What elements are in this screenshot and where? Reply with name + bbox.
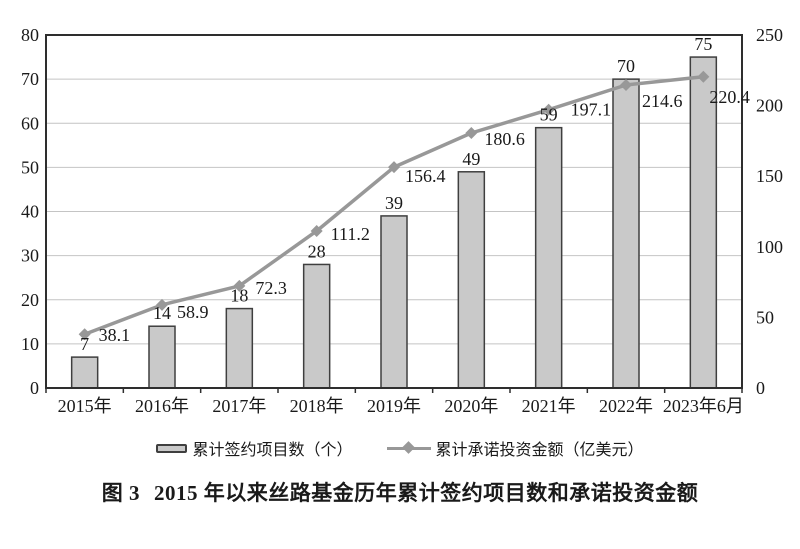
line-value-label: 214.6 — [642, 91, 683, 111]
bar — [457, 171, 486, 389]
x-axis-category-label: 2016年 — [135, 396, 189, 416]
left-axis-tick-label: 50 — [21, 157, 39, 177]
bar — [70, 356, 99, 389]
line-value-label: 156.4 — [405, 166, 446, 186]
bar-value-label: 18 — [230, 286, 248, 306]
x-axis-category-label: 2017年 — [212, 396, 266, 416]
combo-chart: 7 14 18 28 39 49 59 70 75 38.1 58.9 72.3 111.2 156.4 1… — [21, 25, 783, 416]
x-axis-category-label: 2018年 — [290, 396, 344, 416]
left-axis-tick-label: 10 — [21, 334, 39, 354]
diamond-marker-icon — [388, 161, 400, 174]
x-axis-category-label: 2021年 — [522, 396, 576, 416]
legend-item-bar-series: 累计签约项目数（个） — [156, 436, 353, 460]
line-value-label: 72.3 — [255, 278, 286, 298]
right-axis-tick-label: 100 — [756, 237, 783, 257]
bar — [148, 325, 176, 389]
bar-value-label: 28 — [308, 241, 326, 261]
legend-bar-label: 累计签约项目数（个） — [192, 442, 353, 459]
left-axis-tick-label: 60 — [21, 113, 39, 133]
diamond-marker-icon — [310, 224, 323, 237]
diamond-marker-icon — [542, 103, 555, 116]
x-axis-category-label: 2022年 — [599, 396, 653, 416]
diamond-marker-icon — [401, 440, 415, 454]
right-axis-tick-label: 0 — [756, 378, 765, 398]
line-value-label: 197.1 — [571, 100, 612, 120]
bar-value-label: 7 — [80, 334, 89, 354]
left-axis-tick-label: 0 — [30, 378, 39, 398]
line-value-label: 180.6 — [484, 129, 525, 149]
bar-value-label: 14 — [153, 303, 171, 323]
line-value-label: 111.2 — [331, 224, 370, 244]
bar — [380, 215, 408, 389]
legend: 累计签约项目数（个） 累计承诺投资金额（亿美元） — [0, 436, 800, 460]
bar — [534, 126, 563, 389]
diamond-marker-icon — [620, 78, 632, 91]
line-value-label: 220.4 — [709, 87, 750, 107]
line-value-label: 58.9 — [177, 302, 209, 322]
bar — [612, 78, 640, 389]
left-axis-tick-label: 70 — [21, 69, 39, 89]
legend-line-label: 累计承诺投资金额（亿美元） — [435, 442, 644, 459]
diamond-marker-icon — [156, 298, 168, 311]
left-axis-tick-label: 30 — [21, 246, 39, 266]
line-series-swatch-icon — [386, 440, 431, 454]
right-axis-tick-label: 250 — [756, 25, 783, 45]
bar-series-swatch-icon — [156, 443, 188, 453]
bar-value-label: 59 — [540, 105, 558, 125]
figure-title: 2015 年以来丝路基金历年累计签约项目数和承诺投资金额 — [154, 481, 699, 505]
diamond-marker-icon — [697, 70, 710, 83]
bar-value-label: 70 — [617, 56, 635, 76]
right-axis-tick-label: 150 — [756, 166, 783, 186]
bar-value-label: 39 — [385, 193, 403, 213]
bar — [225, 307, 254, 389]
plot-border — [45, 34, 743, 389]
x-axis-category-label: 2019年 — [367, 396, 421, 416]
right-axis-tick-label: 200 — [756, 96, 783, 116]
right-axis-tick-label: 50 — [756, 307, 774, 327]
figure-number: 图 3 — [101, 481, 140, 505]
line-value-label: 38.1 — [99, 325, 130, 345]
x-axis-category-label: 2023年6月 — [663, 396, 744, 416]
diamond-marker-icon — [465, 126, 478, 139]
bar-value-label: 75 — [694, 34, 712, 54]
figure-caption: 图 3 2015 年以来丝路基金历年累计签约项目数和承诺投资金额 — [0, 477, 800, 507]
diamond-marker-icon — [78, 328, 91, 341]
legend-item-line-series: 累计承诺投资金额（亿美元） — [386, 436, 644, 460]
left-axis-tick-label: 20 — [21, 290, 39, 310]
diamond-marker-icon — [233, 279, 246, 292]
bar — [302, 263, 331, 389]
bar-value-label: 49 — [462, 149, 480, 169]
left-axis-tick-label: 80 — [21, 25, 39, 45]
left-axis-tick-label: 40 — [21, 202, 39, 222]
x-axis-category-label: 2015年 — [58, 396, 112, 416]
x-axis-category-label: 2020年 — [444, 396, 498, 416]
